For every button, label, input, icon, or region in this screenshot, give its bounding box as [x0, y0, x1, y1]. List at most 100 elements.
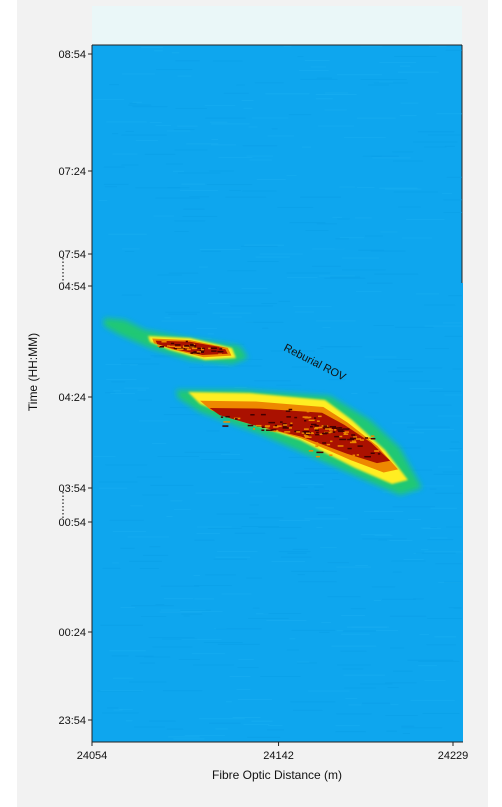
- noise-streak: [316, 348, 324, 350]
- noise-streak: [360, 683, 393, 685]
- event-speckle: [364, 455, 371, 458]
- noise-streak: [170, 500, 183, 502]
- noise-streak: [100, 689, 143, 691]
- noise-streak: [148, 720, 176, 722]
- noise-streak: [203, 364, 229, 366]
- noise-streak: [327, 562, 349, 564]
- noise-streak: [111, 655, 129, 657]
- noise-streak: [105, 364, 139, 366]
- noise-streak: [348, 704, 362, 706]
- event-speckle: [211, 350, 217, 352]
- noise-streak: [139, 568, 159, 570]
- noise-streak: [342, 668, 364, 670]
- noise-streak: [315, 98, 333, 100]
- event-speckle: [339, 438, 347, 441]
- event-speckle: [349, 437, 357, 440]
- noise-streak: [112, 133, 119, 135]
- noise-streak: [444, 145, 455, 147]
- noise-streak: [298, 581, 337, 583]
- noise-streak: [167, 187, 190, 189]
- heatmap-panel-top: [92, 45, 462, 283]
- noise-streak: [446, 526, 462, 528]
- event-speckle: [217, 350, 224, 353]
- noise-streak: [150, 355, 193, 357]
- noise-streak: [138, 420, 169, 422]
- noise-streak: [308, 690, 350, 692]
- noise-streak: [283, 46, 292, 48]
- event-speckle: [349, 441, 357, 444]
- noise-streak: [150, 484, 194, 486]
- noise-streak: [304, 518, 348, 520]
- noise-streak: [374, 534, 393, 536]
- noise-streak: [242, 145, 278, 147]
- event-speckle: [338, 430, 345, 433]
- event-speckle: [329, 425, 337, 428]
- event-speckle: [377, 453, 381, 455]
- noise-streak: [387, 371, 424, 373]
- noise-streak: [310, 66, 327, 68]
- noise-streak: [167, 130, 191, 132]
- noise-streak: [424, 146, 447, 148]
- noise-streak: [215, 628, 262, 630]
- noise-streak: [112, 531, 147, 533]
- noise-streak: [155, 125, 172, 127]
- noise-streak: [265, 93, 310, 95]
- noise-streak: [128, 104, 152, 106]
- noise-streak: [236, 688, 251, 690]
- noise-streak: [277, 206, 314, 208]
- noise-streak: [168, 313, 198, 315]
- noise-streak: [259, 253, 303, 255]
- noise-streak: [442, 471, 462, 473]
- noise-streak: [178, 172, 221, 174]
- noise-streak: [450, 441, 460, 443]
- noise-streak: [396, 367, 443, 369]
- noise-streak: [342, 257, 379, 259]
- noise-streak: [177, 75, 192, 77]
- noise-streak: [144, 656, 171, 658]
- noise-streak: [435, 563, 462, 565]
- noise-streak: [227, 270, 257, 272]
- noise-streak: [399, 115, 417, 117]
- noise-streak: [99, 487, 128, 489]
- noise-streak: [384, 188, 422, 190]
- noise-streak: [397, 71, 439, 73]
- event-speckle: [322, 432, 328, 435]
- noise-streak: [380, 231, 398, 233]
- noise-streak: [342, 269, 386, 271]
- noise-streak: [312, 265, 342, 267]
- noise-streak: [291, 629, 336, 631]
- event-speckle: [316, 431, 319, 434]
- noise-streak: [240, 245, 278, 247]
- noise-streak: [424, 348, 450, 350]
- noise-streak: [199, 718, 245, 720]
- noise-streak: [166, 728, 184, 730]
- noise-streak: [289, 222, 326, 224]
- noise-streak: [220, 453, 241, 455]
- noise-streak: [292, 709, 323, 711]
- noise-streak: [212, 312, 252, 314]
- noise-streak: [252, 607, 260, 609]
- noise-streak: [296, 662, 318, 664]
- event-speckle: [218, 353, 223, 356]
- event-speckle: [264, 425, 270, 428]
- noise-streak: [336, 713, 372, 715]
- noise-streak: [199, 249, 241, 251]
- noise-streak: [300, 483, 324, 485]
- noise-streak: [403, 558, 424, 560]
- event-speckle: [274, 424, 278, 427]
- noise-streak: [193, 574, 200, 576]
- noise-streak: [341, 633, 370, 635]
- noise-streak: [142, 494, 169, 496]
- noise-streak: [436, 113, 462, 115]
- noise-streak: [446, 176, 462, 178]
- noise-streak: [453, 607, 462, 609]
- event-speckle: [185, 340, 188, 343]
- noise-streak: [267, 724, 283, 726]
- noise-streak: [393, 670, 413, 672]
- noise-streak: [298, 69, 329, 71]
- noise-streak: [188, 366, 229, 368]
- noise-streak: [286, 174, 297, 176]
- event-speckle: [308, 419, 315, 422]
- noise-streak: [434, 492, 462, 494]
- noise-streak: [427, 134, 461, 136]
